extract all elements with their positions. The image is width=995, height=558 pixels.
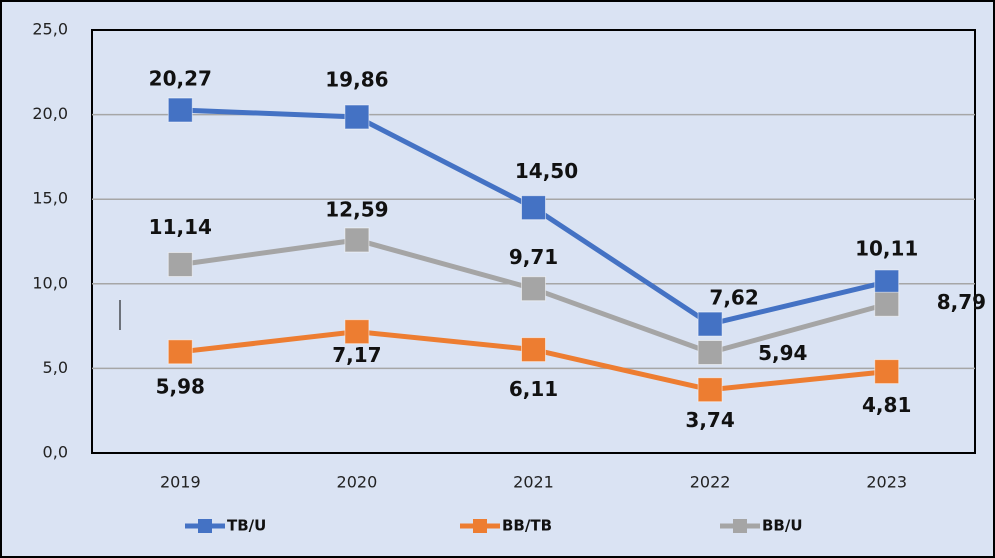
plot-area [91, 29, 976, 454]
marker [521, 337, 546, 363]
data-label: 5,94 [758, 341, 807, 365]
data-label: 3,74 [685, 408, 734, 432]
marker [344, 104, 370, 130]
legend-label: BB/TB [502, 517, 552, 535]
marker [167, 252, 193, 278]
data-label: 19,86 [325, 67, 388, 91]
data-label: 7,62 [709, 286, 758, 310]
marker [874, 269, 900, 295]
marker [167, 339, 193, 365]
data-label: 9,71 [509, 245, 558, 269]
y-tick-label: 25,0 [32, 20, 68, 39]
x-tick-label: 2019 [160, 473, 201, 492]
y-tick-label: 20,0 [32, 104, 68, 123]
data-label: 5,98 [156, 374, 205, 398]
data-label: 12,59 [325, 197, 388, 221]
legend-marker [733, 519, 747, 533]
data-label: 8,79 [937, 290, 986, 314]
marker [344, 227, 370, 253]
marker [697, 339, 723, 365]
marker [344, 319, 370, 345]
data-label: 11,14 [149, 215, 212, 239]
x-tick-label: 2022 [690, 473, 731, 492]
y-tick-label: 5,0 [43, 358, 68, 377]
marker [874, 291, 900, 317]
legend-marker [473, 519, 487, 533]
x-tick-label: 2021 [513, 473, 554, 492]
y-tick-label: 15,0 [32, 189, 68, 208]
x-tick-label: 2020 [337, 473, 378, 492]
marker [521, 276, 546, 302]
x-tick-label: 2023 [866, 473, 907, 492]
data-label: 14,50 [515, 159, 578, 183]
marker [874, 359, 900, 385]
legend-marker [198, 519, 212, 533]
data-label: 20,27 [149, 67, 212, 91]
data-label: 7,17 [332, 343, 381, 367]
legend-label: TB/U [227, 517, 266, 535]
marker [521, 195, 546, 221]
y-tick-label: 10,0 [32, 273, 68, 292]
data-label: 4,81 [862, 393, 911, 417]
legend-label: BB/U [762, 517, 803, 535]
marker [697, 377, 723, 403]
marker [697, 311, 723, 337]
marker [167, 97, 193, 123]
data-label: 10,11 [855, 236, 918, 260]
y-tick-label: 0,0 [43, 443, 68, 462]
data-label: 6,11 [509, 377, 558, 401]
